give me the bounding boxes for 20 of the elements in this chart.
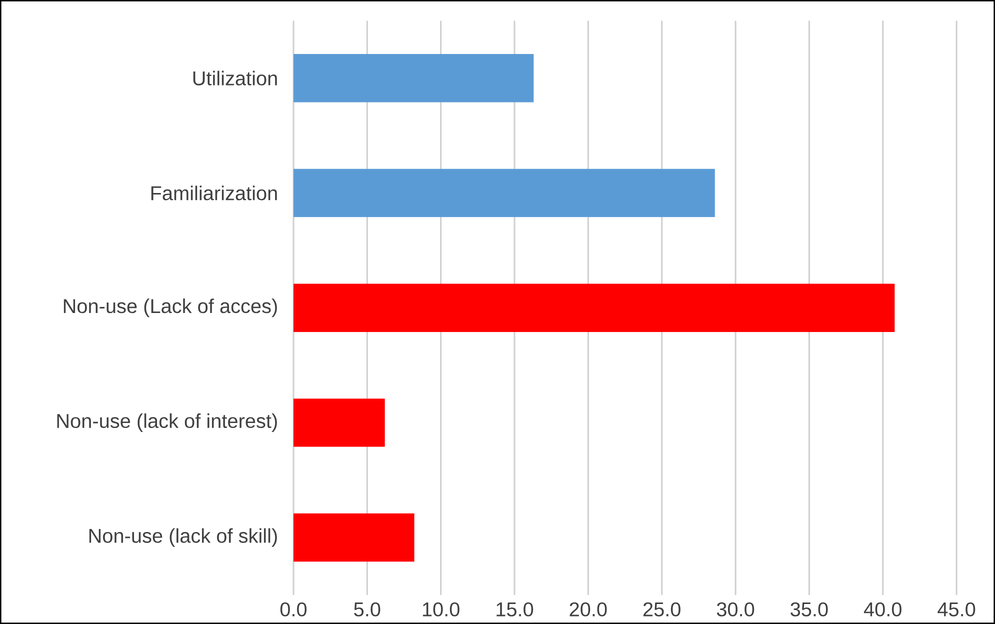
y-tick-label: Familiarization <box>151 186 277 200</box>
bar <box>293 168 715 218</box>
x-tick-label: 25.0 <box>643 602 680 616</box>
y-tick-label: Non-use (lack of skill) <box>89 528 277 547</box>
x-tick-label: 15.0 <box>496 602 534 616</box>
x-tick-label: 0.0 <box>280 602 307 616</box>
x-tick-label: 20.0 <box>570 602 607 616</box>
x-tick-label: 45.0 <box>938 602 976 616</box>
y-tick-label: Non-use (Lack of acces) <box>64 298 277 318</box>
x-tick-label: 35.0 <box>790 602 828 616</box>
y-tick-label: Non-use (lack of interest) <box>57 413 277 432</box>
x-tick-label: 40.0 <box>864 602 902 616</box>
x-tick-label: 5.0 <box>354 602 380 616</box>
x-tick-label: 30.0 <box>716 602 754 616</box>
bar <box>293 284 895 332</box>
bar <box>293 54 534 102</box>
y-tick-label: Utilization <box>193 70 277 86</box>
x-tick-label: 10.0 <box>422 602 460 616</box>
bar <box>293 513 414 562</box>
bar <box>293 398 385 447</box>
